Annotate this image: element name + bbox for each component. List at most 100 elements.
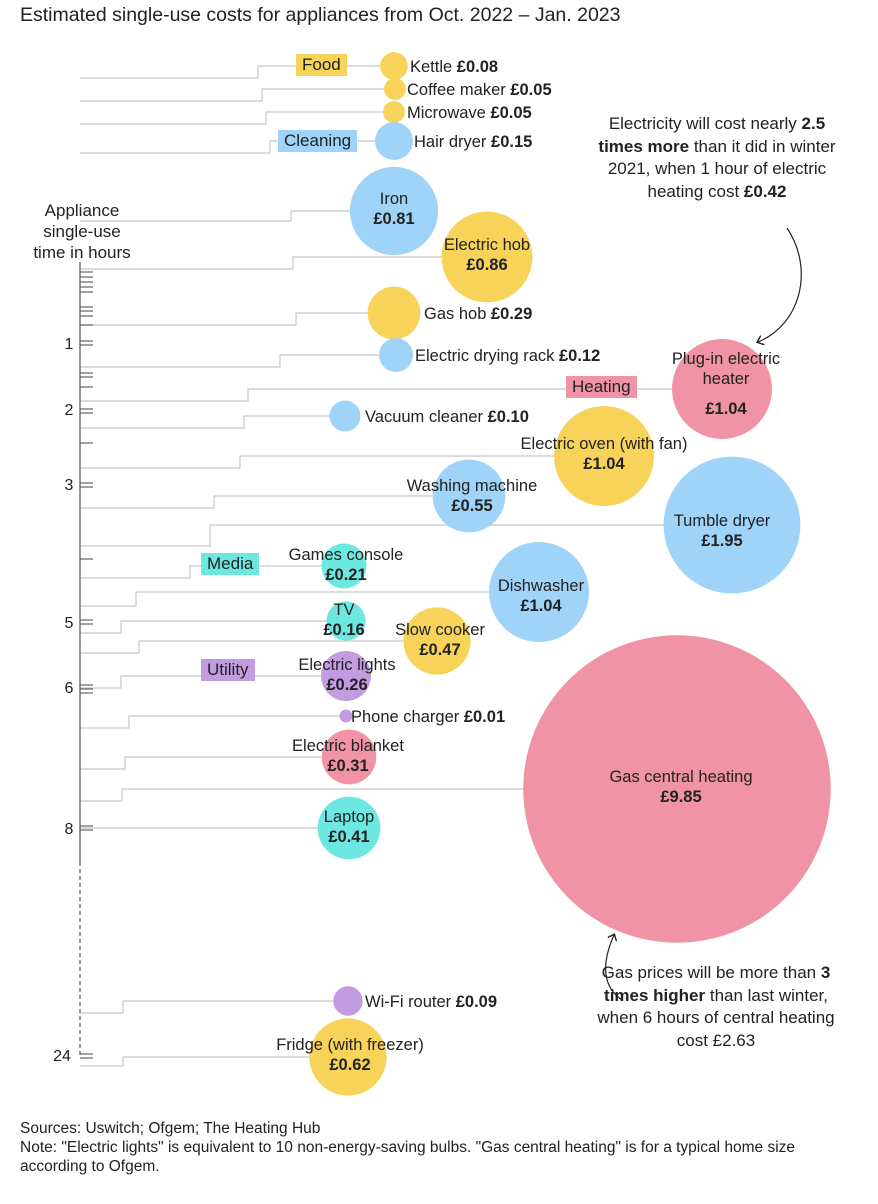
bubble-name: Gas central heating — [609, 768, 752, 786]
bubble-name: Electric lights — [298, 656, 395, 674]
bubble-name: Electric oven (with fan) — [521, 435, 688, 453]
connector-line — [79, 827, 318, 840]
bubble-electric-blanket — [321, 729, 377, 785]
bubble-label: Coffee maker £0.05 — [407, 81, 552, 99]
bubble-value: £1.04 — [520, 597, 562, 615]
bubble-electric-hob — [441, 211, 533, 303]
y-tick-label: 6 — [65, 680, 74, 697]
footnote-text: Note: "Electric lights" is equivalent to… — [20, 1139, 796, 1175]
bubble-phone-charger — [339, 709, 353, 723]
bubble-value: £0.15 — [491, 133, 532, 151]
bubble-electric-lights — [321, 651, 371, 701]
annotation-arrows — [604, 227, 802, 1001]
bubble-tv — [326, 601, 366, 641]
bubble-value: £0.10 — [488, 408, 529, 426]
connector-line — [80, 495, 433, 509]
annotation-text: Electricity will cost nearly — [608, 114, 802, 133]
bubble-label: Kettle £0.08 — [410, 58, 498, 76]
bubble-value: £0.21 — [325, 566, 366, 584]
annotation-text: Gas prices will be more than — [601, 963, 821, 982]
connector-line — [80, 591, 490, 607]
bubble-washing-machine — [432, 459, 506, 533]
y-tick-label: 24 — [53, 1048, 71, 1065]
category-label-cleaning: Cleaning — [278, 130, 358, 152]
annotation-text: than last winter, when 6 hours of centra… — [597, 985, 835, 1050]
y-axis-label-line: time in hours — [33, 243, 131, 262]
category-label-media: Media — [201, 553, 260, 575]
bubble-label: Vacuum cleaner £0.10 — [365, 408, 529, 426]
bubble-value: £0.55 — [451, 497, 492, 515]
y-axis: 1 2 3 5 6 8 24 — [53, 262, 93, 1065]
bubble-name: Tumble dryer — [674, 512, 771, 530]
bubble-label: Gas hob £0.29 — [424, 305, 532, 323]
sources-text: Sources: Uswitch; Ofgem; The Heating Hub — [20, 1120, 321, 1137]
bubble-name: Gas hob — [424, 305, 491, 323]
bubble-kettle — [380, 52, 408, 80]
bubble-gas-central-heating — [523, 635, 831, 943]
bubble-electric-oven-with-fan — [554, 406, 654, 506]
bubble-name: Dishwasher — [498, 577, 585, 595]
annotation-highlight: £0.42 — [743, 181, 787, 201]
bubble-name: Iron — [380, 190, 408, 208]
y-tick-label: 1 — [65, 336, 74, 353]
connector-line — [80, 256, 442, 270]
gas-note-arrow — [604, 935, 623, 1001]
bubble-dishwasher — [489, 542, 589, 642]
bubble-name: Washing machine — [407, 477, 538, 495]
y-tick-label: 8 — [65, 821, 74, 838]
bubble-value: £9.85 — [660, 788, 701, 806]
electricity-annotation: Electricity will cost nearly 2.5 times m… — [586, 113, 848, 203]
electricity-note-arrow — [758, 227, 802, 342]
bubble-value: £1.04 — [583, 455, 625, 473]
bubble-value: £0.41 — [328, 828, 369, 846]
bubble-label: Hair dryer £0.15 — [414, 133, 532, 151]
connector-line — [80, 1000, 334, 1014]
y-tick-label: 2 — [65, 402, 74, 419]
bubble-value: £1.04 — [705, 400, 747, 418]
connector-line — [80, 388, 673, 402]
bubble-value: £0.05 — [510, 81, 551, 99]
connector-line — [80, 354, 380, 368]
bubble-iron — [349, 166, 439, 256]
bubble-name: TV — [333, 601, 354, 619]
y-tick-label: 3 — [65, 477, 74, 494]
connector-line — [80, 715, 340, 729]
bubble-name: Coffee maker — [407, 81, 510, 99]
bubble-label: Wi-Fi router £0.09 — [365, 993, 497, 1011]
bubble-slow-cooker — [403, 607, 471, 675]
footer: Sources: Uswitch; Ofgem; The Heating Hub… — [20, 1119, 860, 1176]
bubble-wi-fi-router — [333, 986, 363, 1016]
y-axis-label: Appliance single-use time in hours — [22, 200, 142, 263]
bubble-value: £0.01 — [464, 708, 505, 726]
connector-line — [80, 756, 322, 770]
connector-line — [80, 312, 368, 326]
bubble-gas-hob — [367, 286, 421, 340]
bubble-vacuum-cleaner — [329, 400, 361, 432]
annotation-highlight: 2.5 times more — [598, 114, 826, 156]
connector-line — [80, 88, 385, 102]
chart-title: Estimated single-use costs for appliance… — [20, 4, 621, 26]
bubble-name: Laptop — [324, 808, 374, 826]
bubble-name: Hair dryer — [414, 133, 491, 151]
annotation-highlight: 3 times higher — [604, 963, 831, 1005]
bubble-value: £0.47 — [419, 641, 460, 659]
bubble-name: Kettle — [410, 58, 457, 76]
bubble-name: Electric blanket — [292, 737, 404, 755]
bubble-name: Electric hob — [444, 236, 530, 254]
bubble-laptop — [317, 796, 381, 860]
bubble-value: £1.95 — [701, 532, 742, 550]
y-axis-label-line: Appliance — [44, 201, 120, 220]
bubble-name: Wi-Fi router — [365, 993, 456, 1011]
bubble-tumble-dryer — [663, 456, 801, 594]
connector-line — [80, 524, 664, 547]
bubble-value: £0.08 — [457, 58, 498, 76]
bubble-value: £0.86 — [466, 256, 507, 274]
bubble-value: £0.05 — [490, 104, 531, 122]
bubble-label: Microwave £0.05 — [407, 104, 532, 122]
bubble-name-line: Plug-in electric — [672, 350, 780, 368]
bubble-name: Electric drying rack — [415, 347, 559, 365]
bubble-fridge-with-freezer — [309, 1018, 387, 1096]
bubble-name-line: heater — [703, 370, 750, 388]
